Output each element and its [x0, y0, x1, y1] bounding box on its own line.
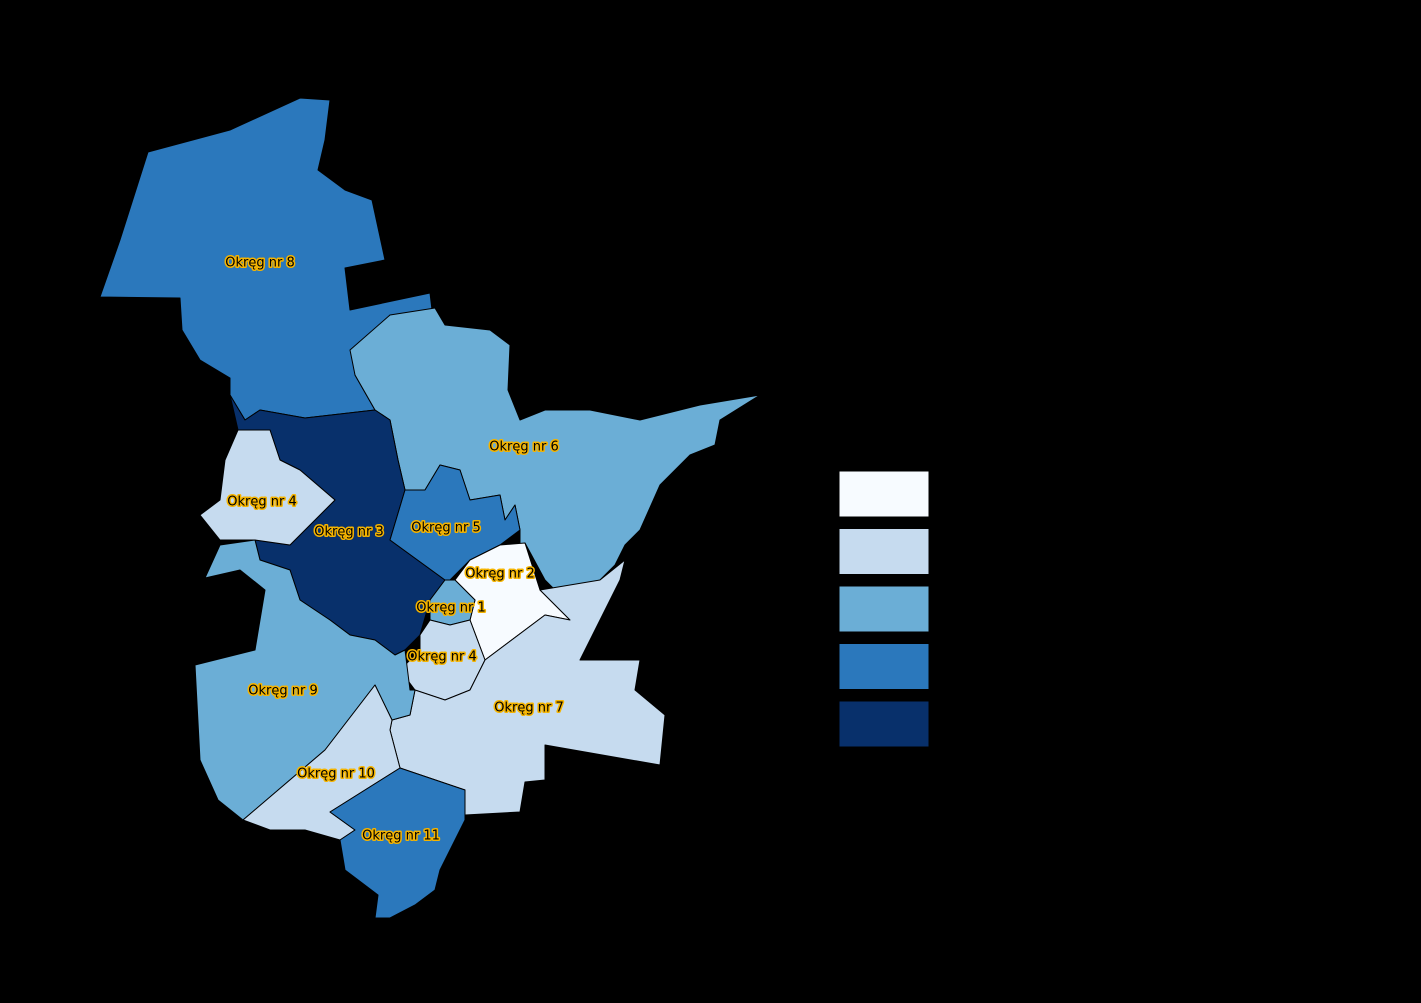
legend-swatch — [838, 700, 930, 748]
region-label: Okręg nr 1 — [416, 601, 485, 616]
region-label: Okręg nr 9 — [248, 684, 317, 699]
region-label: Okręg nr 4 — [407, 650, 476, 665]
region-label: Okręg nr 2 — [465, 567, 534, 582]
regions — [99, 97, 761, 919]
region-label: Okręg nr 4 — [227, 495, 296, 510]
region[interactable] — [389, 559, 666, 816]
region-label: Okręg nr 3 — [314, 525, 383, 540]
region[interactable] — [199, 429, 336, 546]
legend-swatch — [838, 528, 930, 575]
legend — [838, 470, 930, 748]
region-label: Okręg nr 10 — [297, 767, 375, 782]
legend-swatch — [838, 643, 930, 690]
labels: Okręg nr 8 Okręg nr 6 Okręg nr 3 Okręg n… — [224, 254, 565, 845]
region-label: Okręg nr 5 — [411, 521, 480, 536]
region[interactable] — [194, 539, 416, 821]
region-label: Okręg nr 7 — [494, 701, 563, 716]
region-label: Okręg nr 8 — [225, 256, 294, 271]
legend-swatch — [838, 585, 930, 633]
region-label: Okręg nr 11 — [362, 829, 440, 844]
region[interactable] — [329, 767, 466, 919]
legend-swatch — [838, 470, 930, 518]
region-label: Okręg nr 6 — [489, 440, 558, 455]
